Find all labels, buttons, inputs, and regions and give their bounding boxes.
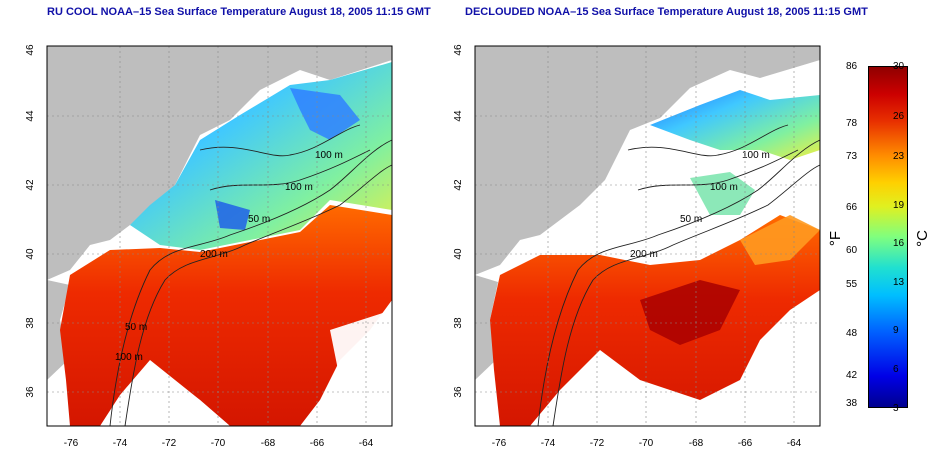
lat-tick: 42 [25, 179, 36, 191]
right-grid [475, 46, 820, 426]
left-grid [47, 46, 392, 426]
temperature-colorbar [868, 66, 908, 408]
left-map-title: RU COOL NOAA–15 Sea Surface Temperature … [47, 6, 431, 18]
lat-tick: 36 [453, 386, 464, 398]
lon-tick: -74 [541, 438, 556, 449]
fahrenheit-tick: 78 [846, 118, 858, 129]
lon-tick: -66 [738, 438, 753, 449]
right-map-title: DECLOUDED NOAA–15 Sea Surface Temperatur… [465, 6, 868, 18]
left-contour-labels: 100 m 100 m 50 m 200 m 50 m 100 m [115, 150, 343, 363]
fahrenheit-tick: 86 [846, 61, 858, 72]
celsius-tick: 9 [893, 325, 899, 336]
lat-tick: 46 [453, 44, 464, 56]
left-lon-ticks: -76 -74 -72 -70 -68 -66 -64 [64, 438, 374, 449]
lon-tick: -64 [787, 438, 802, 449]
lat-tick: 42 [453, 179, 464, 191]
lon-tick: -68 [689, 438, 704, 449]
lat-tick: 38 [453, 317, 464, 329]
fahrenheit-tick: 66 [846, 202, 858, 213]
warm-water-region [60, 205, 392, 426]
land-mass [475, 46, 820, 275]
lat-tick: 36 [25, 386, 36, 398]
celsius-tick: 13 [893, 277, 905, 288]
left-lat-ticks: 46 44 42 40 38 36 [25, 44, 36, 398]
contour-label: 50 m [248, 214, 270, 225]
right-contour-labels: 100 m 100 m 50 m 200 m [630, 150, 770, 260]
lat-tick: 46 [25, 44, 36, 56]
lon-tick: -70 [639, 438, 654, 449]
celsius-unit-label: °C [913, 230, 931, 247]
fahrenheit-tick: 42 [846, 370, 858, 381]
lon-tick: -66 [310, 438, 325, 449]
celsius-tick: 3 [893, 403, 899, 414]
fahrenheit-tick: 73 [846, 151, 858, 162]
lat-tick: 44 [25, 110, 36, 122]
celsius-tick: 26 [893, 111, 905, 122]
lat-tick: 40 [25, 248, 36, 260]
right-lon-ticks: -76 -74 -72 -70 -68 -66 -64 [492, 438, 802, 449]
lon-tick: -72 [590, 438, 605, 449]
lon-tick: -64 [359, 438, 374, 449]
right-map-panel: 100 m 100 m 50 m 200 m 46 44 42 40 38 36… [453, 44, 821, 449]
lat-tick: 38 [25, 317, 36, 329]
fahrenheit-tick: 48 [846, 328, 858, 339]
contour-label: 100 m [285, 182, 313, 193]
cool-water-region [650, 90, 820, 160]
contour-label: 200 m [630, 249, 658, 260]
lat-tick: 40 [453, 248, 464, 260]
contour-label: 200 m [200, 249, 228, 260]
fahrenheit-tick: 60 [846, 245, 858, 256]
left-bathymetry-contours [109, 124, 393, 427]
contour-label: 100 m [742, 150, 770, 161]
contour-label: 50 m [125, 322, 147, 333]
contour-label: 50 m [680, 214, 702, 225]
contour-label: 100 m [115, 352, 143, 363]
left-plot-frame [46, 45, 393, 427]
lat-tick: 44 [453, 110, 464, 122]
lon-tick: -72 [162, 438, 177, 449]
land-mass-south [475, 275, 498, 380]
celsius-tick: 19 [893, 200, 905, 211]
celsius-tick: 30 [893, 61, 905, 72]
right-bathymetry-contours [537, 124, 821, 427]
lon-tick: -70 [211, 438, 226, 449]
contour-label: 100 m [710, 182, 738, 193]
celsius-tick: 6 [893, 364, 899, 375]
land-mass [47, 46, 392, 280]
fahrenheit-tick: 55 [846, 279, 858, 290]
lon-tick: -76 [492, 438, 507, 449]
celsius-tick: 23 [893, 151, 905, 162]
fahrenheit-tick: 38 [846, 398, 858, 409]
lon-tick: -68 [261, 438, 276, 449]
left-map-panel: 100 m 100 m 50 m 200 m 50 m 100 m 46 44 … [25, 44, 393, 449]
contour-label: 100 m [315, 150, 343, 161]
lon-tick: -74 [113, 438, 128, 449]
right-lat-ticks: 46 44 42 40 38 36 [453, 44, 464, 398]
lon-tick: -76 [64, 438, 79, 449]
right-plot-frame [474, 45, 821, 427]
celsius-tick: 16 [893, 238, 905, 249]
fahrenheit-unit-label: °F [827, 230, 845, 247]
